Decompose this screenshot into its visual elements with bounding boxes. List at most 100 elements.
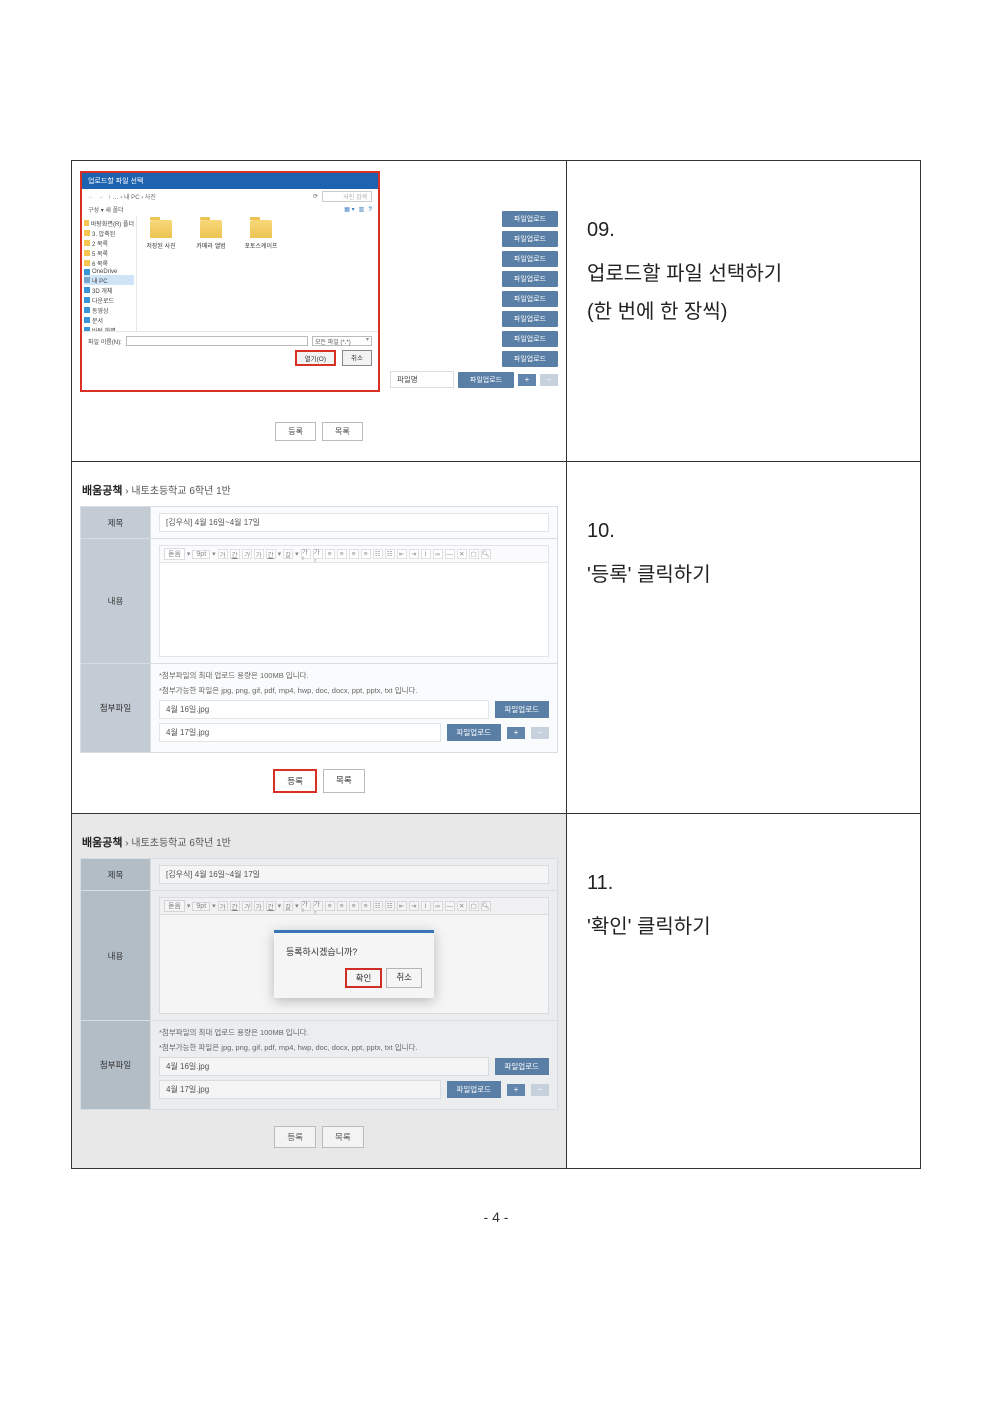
file-upload-button[interactable]: 파일업로드 bbox=[502, 231, 558, 247]
step-number: 09. bbox=[587, 211, 900, 249]
sub-icon[interactable]: 가₂ bbox=[313, 549, 323, 559]
align-r-icon[interactable]: ≡ bbox=[349, 549, 359, 559]
outdent-icon[interactable]: ⇤ bbox=[397, 549, 407, 559]
italic-icon[interactable]: 가 bbox=[242, 549, 252, 559]
file-upload-button[interactable]: 파일업로드 bbox=[502, 271, 558, 287]
nav-back-icon[interactable]: ← bbox=[88, 194, 94, 200]
sidebar-item[interactable]: OneDrive bbox=[84, 268, 134, 275]
sidebar-label: 3D 개체 bbox=[92, 286, 112, 295]
bold-icon[interactable]: 가 bbox=[218, 549, 228, 559]
align-c-icon[interactable]: ≡ bbox=[337, 549, 347, 559]
file-upload-button[interactable]: 파일업로드 bbox=[502, 351, 558, 367]
help-icon[interactable]: ? bbox=[368, 207, 372, 213]
refresh-icon[interactable]: ⟳ bbox=[313, 193, 318, 200]
step-line1: '등록' 클릭하기 bbox=[587, 564, 711, 586]
super-icon[interactable]: 가² bbox=[301, 549, 311, 559]
tb-icon: 간 bbox=[230, 901, 240, 911]
remove-button[interactable]: − bbox=[531, 727, 549, 739]
file-upload-button[interactable]: 파일업로드 bbox=[502, 331, 558, 347]
register-button[interactable]: 등록 bbox=[275, 422, 316, 441]
attach-note-2: *첨부가능한 파일은 jpg, png, gif, pdf, mp4, hwp,… bbox=[159, 1042, 549, 1053]
folder-icon bbox=[84, 269, 90, 275]
hr-icon[interactable]: — bbox=[445, 549, 455, 559]
add-button[interactable]: + bbox=[507, 727, 525, 739]
upload-button[interactable]: 파일업로드 bbox=[495, 701, 550, 718]
editor-toolbar: 돋움 ▾ 9pt ▾ 가 간 가 가 간 ▾ 갈 ▾ 가² bbox=[159, 897, 549, 914]
file-open-dialog: 업로드할 파일 선택 ← → ↑ … › 내 PC › 사진 ⟳ 사진 검색 구… bbox=[80, 171, 380, 392]
file-upload-button[interactable]: 파일업로드 bbox=[502, 211, 558, 227]
line-icon[interactable]: I bbox=[421, 549, 431, 559]
bg-icon[interactable]: 갈 bbox=[283, 549, 293, 559]
nav-fwd-icon[interactable]: → bbox=[98, 194, 104, 200]
filetype-select[interactable]: 모든 파일 (*.*) bbox=[312, 336, 372, 346]
indent-icon[interactable]: ⇥ bbox=[409, 549, 419, 559]
breadcrumb-rest: › 내토초등학교 6학년 1반 bbox=[122, 838, 230, 849]
filename-input[interactable] bbox=[126, 336, 308, 346]
folder-item[interactable]: 저장된 사진 bbox=[143, 220, 179, 250]
sidebar-item[interactable]: 문서 bbox=[84, 315, 134, 325]
color-icon[interactable]: 간 bbox=[266, 549, 276, 559]
underline-icon[interactable]: 간 bbox=[230, 549, 240, 559]
table-icon[interactable]: ▢ bbox=[469, 549, 479, 559]
file-upload-button[interactable]: 파일업로드 bbox=[502, 251, 558, 267]
sidebar-item[interactable]: 2 목록 bbox=[84, 238, 134, 248]
list-bul-icon[interactable]: ☷ bbox=[385, 549, 395, 559]
confirm-ok-button[interactable]: 확인 bbox=[345, 968, 383, 988]
sidebar-item[interactable]: 다운로드 bbox=[84, 295, 134, 305]
search-input[interactable]: 사진 검색 bbox=[322, 191, 372, 202]
confirm-cancel-button[interactable]: 취소 bbox=[386, 968, 422, 988]
remove-button[interactable]: − bbox=[540, 374, 558, 386]
sidebar-item[interactable]: 바탕화면(R) 폴더 bbox=[84, 218, 134, 228]
folder-icon bbox=[250, 220, 272, 238]
sidebar-item[interactable]: 6 목록 bbox=[84, 258, 134, 268]
breadcrumb: 배움공책 › 내토초등학교 6학년 1반 bbox=[82, 834, 558, 850]
folder-icon bbox=[84, 250, 90, 256]
list-button[interactable]: 목록 bbox=[322, 422, 363, 441]
sidebar-item[interactable]: 3. 압축된 bbox=[84, 228, 134, 238]
tb-icon: ▢ bbox=[469, 901, 479, 911]
size-select[interactable]: 9pt bbox=[192, 550, 210, 559]
register-button[interactable]: 등록 bbox=[273, 769, 317, 793]
clear-icon[interactable]: ✕ bbox=[457, 549, 467, 559]
find-icon[interactable]: 🔍︎ bbox=[481, 549, 491, 559]
align-l-icon[interactable]: ≡ bbox=[325, 549, 335, 559]
folder-icon bbox=[84, 307, 90, 313]
file-upload-button[interactable]: 파일업로드 bbox=[502, 291, 558, 307]
editor-toolbar[interactable]: 돋움 ▾ 9pt ▾ 가 간 가 가 간 ▾ 갈 ▾ 가² bbox=[159, 545, 549, 562]
nav-path[interactable]: ↑ … › 내 PC › 사진 bbox=[108, 192, 309, 201]
folder-icon bbox=[84, 287, 90, 293]
screenshot-09: 업로드할 파일 선택 ← → ↑ … › 내 PC › 사진 ⟳ 사진 검색 구… bbox=[72, 161, 567, 461]
sidebar-item[interactable]: 5 목록 bbox=[84, 248, 134, 258]
editor-body[interactable] bbox=[159, 562, 549, 657]
upload-button: 파일업로드 bbox=[495, 1058, 550, 1075]
sidebar-item[interactable]: 바탕 화면 bbox=[84, 325, 134, 331]
sidebar-item[interactable]: 3D 개체 bbox=[84, 285, 134, 295]
link-icon[interactable]: ∞ bbox=[433, 549, 443, 559]
title-input[interactable]: [김우식] 4월 16일~4월 17일 bbox=[159, 865, 549, 884]
font-select[interactable]: 돋움 bbox=[164, 548, 185, 560]
open-button[interactable]: 열기(O) bbox=[295, 350, 336, 366]
preview-pane-icon[interactable]: ▥ bbox=[359, 206, 365, 213]
folder-icon bbox=[84, 260, 90, 266]
strike-icon[interactable]: 가 bbox=[254, 549, 264, 559]
sidebar-item[interactable]: 내 PC bbox=[84, 275, 134, 285]
align-j-icon[interactable]: ≡ bbox=[361, 549, 371, 559]
upload-button[interactable]: 파일업로드 bbox=[447, 724, 502, 741]
list-num-icon[interactable]: ☷ bbox=[373, 549, 383, 559]
folder-item[interactable]: 포토스케이프 bbox=[243, 220, 279, 250]
file-upload-button[interactable]: 파일업로드 bbox=[458, 372, 514, 388]
sidebar-item[interactable]: 동영상 bbox=[84, 305, 134, 315]
tb-icon: 간 bbox=[266, 901, 276, 911]
file-upload-button[interactable]: 파일업로드 bbox=[502, 311, 558, 327]
folder-icon bbox=[200, 220, 222, 238]
organize-menu[interactable]: 구성 ▾ 새 폴더 bbox=[88, 205, 124, 214]
view-mode-icon[interactable]: ▦ ▾ bbox=[344, 206, 354, 213]
list-button[interactable]: 목록 bbox=[323, 769, 365, 793]
upload-button: 파일업로드 bbox=[447, 1081, 502, 1098]
label-attach: 첨부파일 bbox=[81, 1021, 151, 1110]
cancel-button[interactable]: 취소 bbox=[342, 350, 372, 366]
add-button[interactable]: + bbox=[518, 374, 536, 386]
tb-icon: 🔍︎ bbox=[481, 901, 491, 911]
title-input[interactable]: [김우식] 4월 16일~4월 17일 bbox=[159, 513, 549, 532]
folder-item[interactable]: 카메라 앨범 bbox=[193, 220, 229, 250]
